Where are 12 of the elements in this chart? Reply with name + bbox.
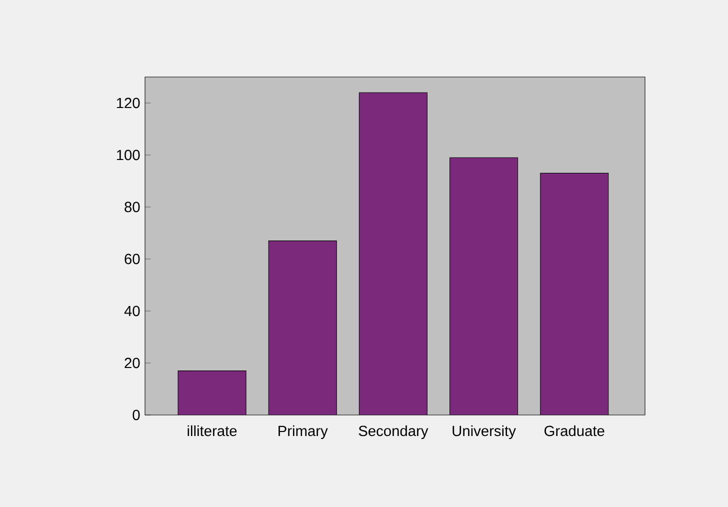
- y-tick-label: 80: [124, 202, 140, 212]
- x-tick-label: illiterate: [188, 425, 237, 436]
- x-tick-label: Graduate: [544, 425, 604, 436]
- y-tick-label: 0: [132, 410, 140, 420]
- y-tick-label: 40: [124, 306, 140, 316]
- y-tick-label: 60: [124, 254, 140, 264]
- y-tick-label: 120: [116, 98, 140, 108]
- y-tick-label: 20: [124, 358, 140, 368]
- x-tick-label: Primary: [278, 425, 328, 440]
- y-tick-label: 100: [116, 150, 140, 160]
- x-tick-label: Secondary: [358, 425, 428, 440]
- x-tick-label: University: [452, 425, 516, 440]
